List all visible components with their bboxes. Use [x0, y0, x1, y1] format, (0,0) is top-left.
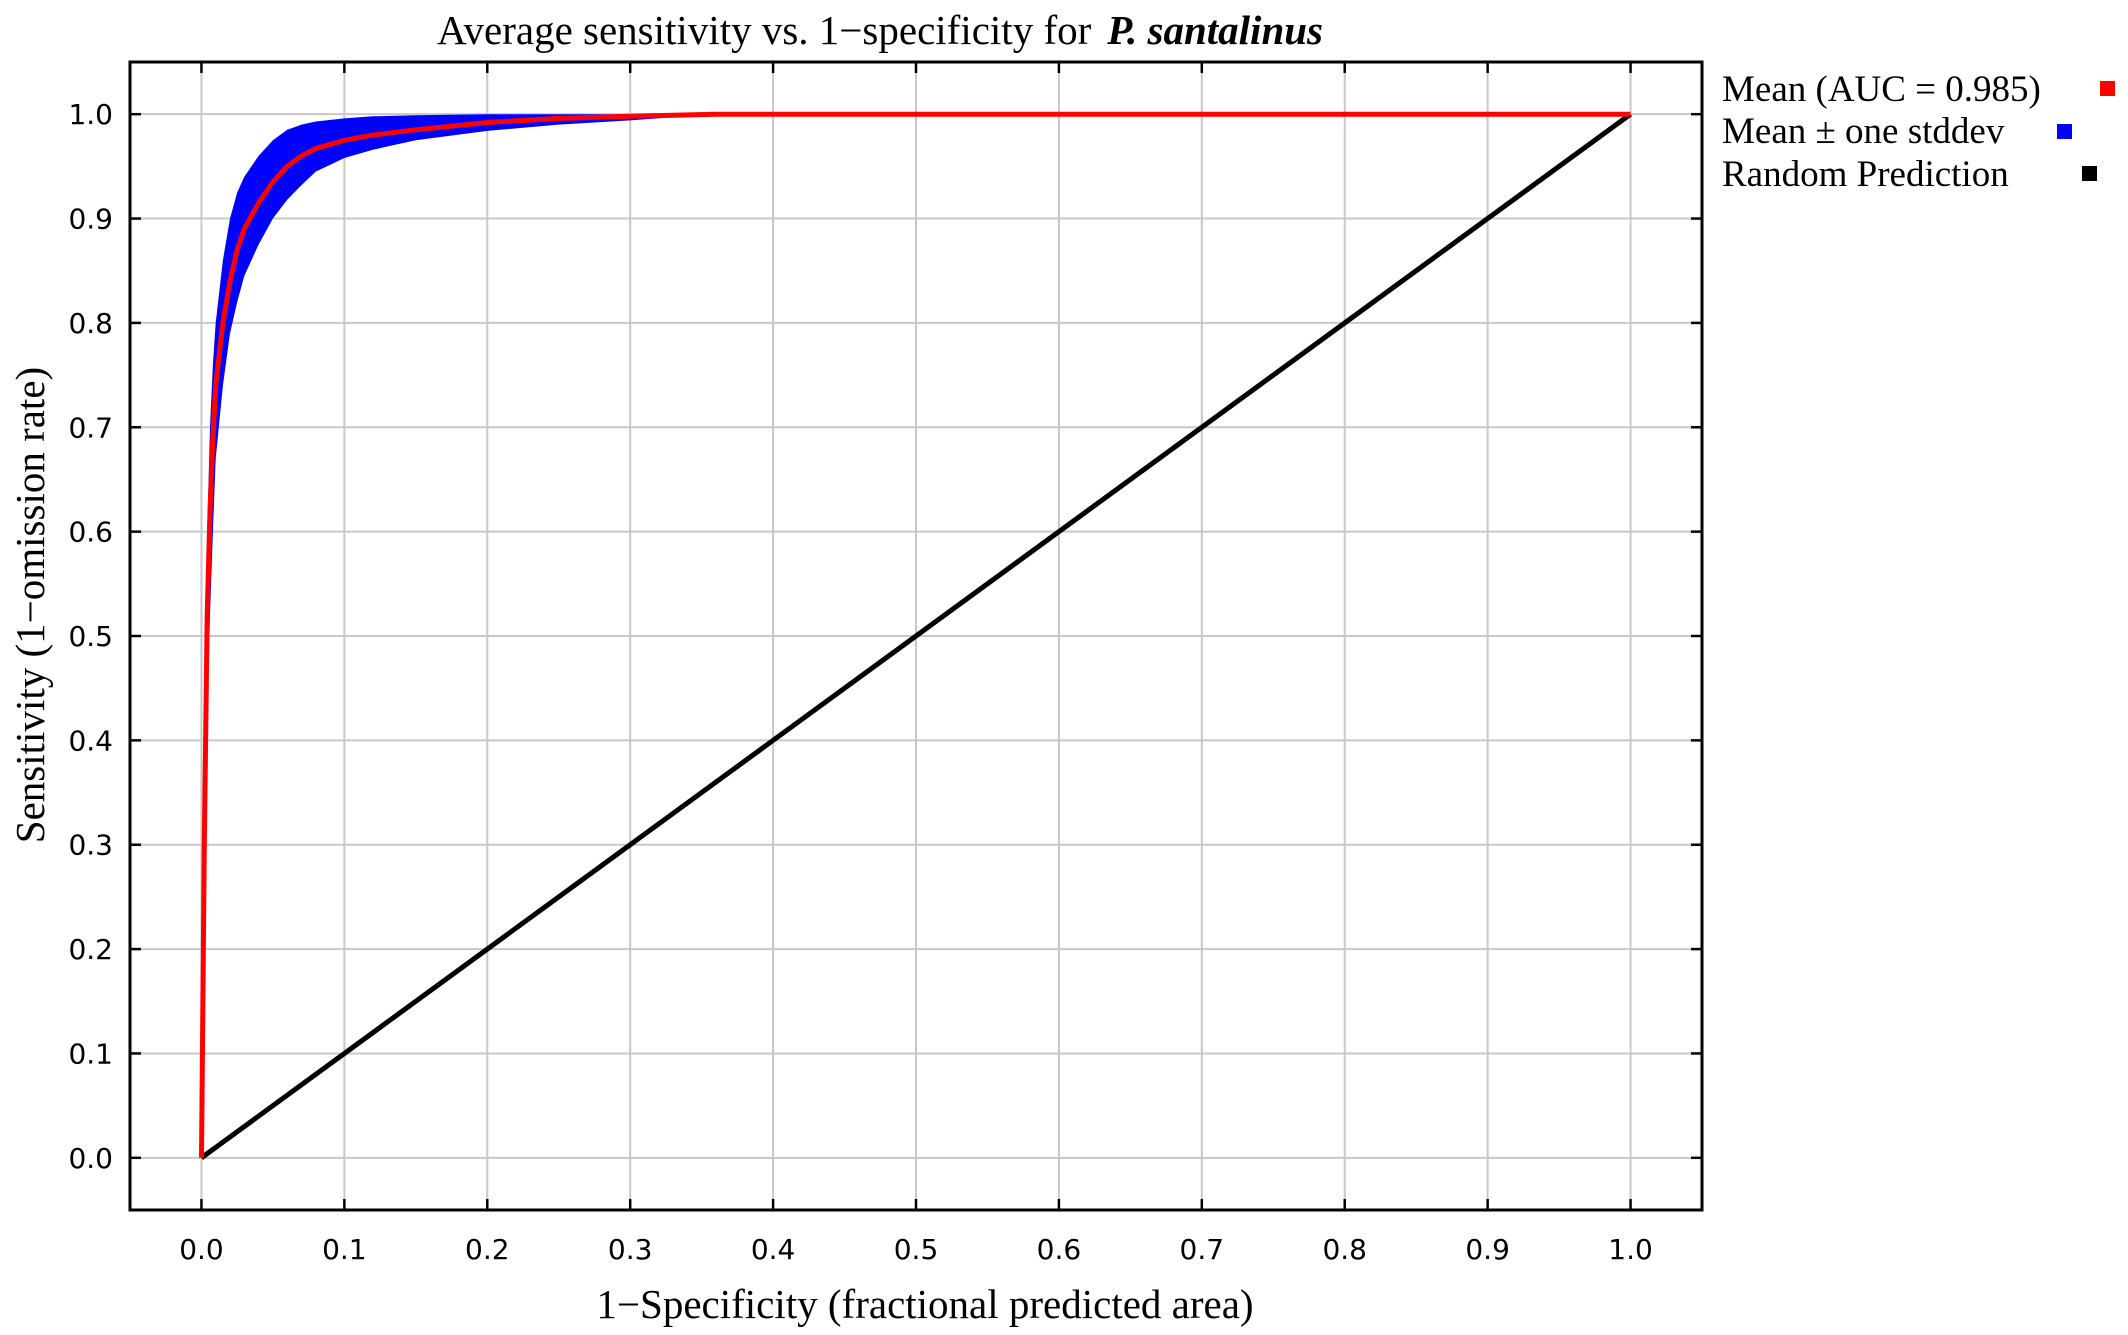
y-tick-label: 0.9	[68, 203, 113, 236]
y-tick-label: 1.0	[68, 98, 113, 131]
x-tick-label: 0.5	[894, 1233, 939, 1266]
chart-title-species: P. santalinus	[1106, 7, 1323, 53]
x-tick-labels: 0.0 0.1 0.2 0.3 0.4 0.5 0.6 0.7 0.8 0.9 1.0	[179, 1233, 1653, 1266]
y-tick-label: 0.5	[68, 620, 113, 653]
legend-swatch-stddev	[2057, 124, 2072, 139]
legend-swatch-mean	[2100, 81, 2115, 96]
y-tick-label: 0.1	[68, 1037, 113, 1070]
y-tick-label: 0.4	[68, 724, 113, 757]
y-tick-label: 0.6	[68, 516, 113, 549]
y-tick-label: 0.8	[68, 307, 113, 340]
ticks	[130, 62, 1702, 1210]
y-tick-label: 0.0	[68, 1142, 113, 1175]
legend-swatch-random	[2082, 166, 2097, 181]
chart-title: Average sensitivity vs. 1−specificity fo…	[437, 7, 1323, 53]
x-tick-label: 0.3	[608, 1233, 653, 1266]
legend-label-mean: Mean (AUC = 0.985)	[1722, 69, 2041, 110]
x-tick-label: 0.2	[465, 1233, 510, 1266]
y-tick-label: 0.7	[68, 411, 113, 444]
y-tick-label: 0.3	[68, 829, 113, 862]
x-axis-label: 1−Specificity (fractional predicted area…	[596, 1281, 1253, 1327]
x-tick-label: 0.0	[179, 1233, 224, 1266]
mean-line	[199, 111, 1631, 1158]
x-tick-label: 0.1	[322, 1233, 367, 1266]
y-tick-labels: 0.0 0.1 0.2 0.3 0.4 0.5 0.6 0.7 0.8 0.9 1.0	[68, 98, 113, 1175]
legend-label-stddev: Mean ± one stddev	[1722, 111, 2005, 152]
x-tick-label: 0.4	[751, 1233, 796, 1266]
x-tick-label: 0.9	[1465, 1233, 1510, 1266]
x-tick-label: 0.7	[1180, 1233, 1225, 1266]
x-tick-label: 1.0	[1608, 1233, 1653, 1266]
random-prediction-line	[200, 112, 1632, 1160]
x-tick-label: 0.8	[1322, 1233, 1367, 1266]
legend: Mean (AUC = 0.985) Mean ± one stddev Ran…	[1722, 69, 2115, 195]
legend-label-random: Random Prediction	[1722, 154, 2009, 195]
y-axis-label: Sensitivity (1−omission rate)	[7, 367, 53, 843]
y-tick-label: 0.2	[68, 933, 113, 966]
x-tick-label: 0.6	[1037, 1233, 1082, 1266]
chart-title-main: Average sensitivity vs. 1−specificity fo…	[437, 7, 1092, 53]
